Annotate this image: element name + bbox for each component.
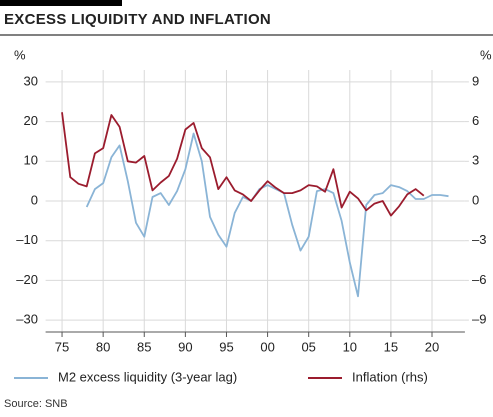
x-tick-label: 75 (55, 339, 69, 354)
y-tick-label: 20 (24, 113, 38, 128)
y2-tick-label: 6 (472, 113, 479, 128)
y2-tick-label: –3 (472, 232, 486, 247)
y-tick-label: –20 (16, 272, 38, 287)
y2-tick-label: –9 (472, 312, 486, 327)
chart-title: EXCESS LIQUIDITY AND INFLATION (4, 11, 271, 28)
y2-tick-label: –6 (472, 272, 486, 287)
x-tick-label: 05 (301, 339, 315, 354)
x-tick-label: 90 (178, 339, 192, 354)
legend-label: M2 excess liquidity (3-year lag) (58, 369, 237, 384)
x-tick-label: 10 (343, 339, 357, 354)
y2-tick-label: 0 (472, 192, 479, 207)
y2-tick-label: 9 (472, 73, 479, 88)
y2-axis-label: % (480, 47, 492, 62)
line-series (61, 112, 425, 217)
y-tick-label: 30 (24, 73, 38, 88)
title-bar (0, 0, 122, 6)
x-tick-label: 95 (219, 339, 233, 354)
x-tick-label: 20 (425, 339, 439, 354)
y-tick-label: –10 (16, 232, 38, 247)
x-tick-label: 00 (260, 339, 274, 354)
y-tick-label: –30 (16, 312, 38, 327)
x-tick-label: 80 (96, 339, 110, 354)
y-tick-label: 10 (24, 153, 38, 168)
y2-tick-label: 3 (472, 153, 479, 168)
source: Source: SNB (4, 398, 68, 410)
x-tick-label: 85 (137, 339, 151, 354)
y-axis-label: % (14, 47, 26, 62)
legend-label: Inflation (rhs) (352, 369, 428, 384)
line-series (85, 132, 449, 298)
x-tick-label: 15 (384, 339, 398, 354)
y-tick-label: 0 (31, 192, 38, 207)
